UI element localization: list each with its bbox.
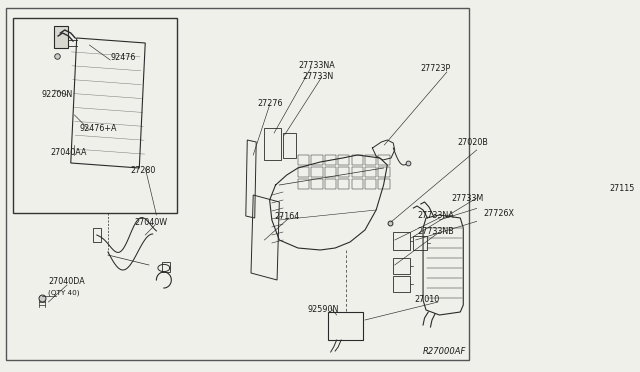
Bar: [338, 179, 349, 189]
Bar: [93, 228, 100, 242]
Bar: [311, 179, 323, 189]
Bar: [351, 167, 363, 177]
Text: 27726X: 27726X: [483, 208, 515, 218]
Bar: [393, 276, 410, 292]
Bar: [328, 312, 364, 340]
Bar: [393, 258, 410, 274]
Bar: [351, 155, 363, 165]
Bar: [54, 26, 68, 48]
Text: 92476: 92476: [110, 52, 136, 61]
Text: 27040AA: 27040AA: [51, 148, 87, 157]
Bar: [324, 167, 336, 177]
Bar: [413, 236, 427, 250]
Bar: [378, 167, 390, 177]
Text: 27040W: 27040W: [134, 218, 167, 227]
Text: 27733M: 27733M: [451, 193, 484, 202]
Text: 27010: 27010: [414, 295, 440, 305]
Bar: [378, 179, 390, 189]
Bar: [338, 167, 349, 177]
Text: 27164: 27164: [274, 212, 300, 221]
Bar: [365, 167, 376, 177]
Text: 27733NA: 27733NA: [298, 61, 335, 70]
Bar: [298, 179, 309, 189]
Bar: [365, 179, 376, 189]
Bar: [298, 155, 309, 165]
Text: 27733NB: 27733NB: [418, 227, 454, 235]
Bar: [298, 167, 309, 177]
Text: 27733NA: 27733NA: [418, 211, 454, 219]
Bar: [393, 232, 410, 250]
Text: 27280: 27280: [131, 166, 156, 174]
Text: 27115: 27115: [609, 183, 635, 192]
Text: 27723P: 27723P: [420, 64, 451, 73]
Bar: [311, 155, 323, 165]
Bar: [365, 155, 376, 165]
Bar: [163, 262, 170, 272]
Bar: [324, 155, 336, 165]
Bar: [338, 155, 349, 165]
Bar: [283, 133, 296, 158]
Text: 27733N: 27733N: [302, 71, 333, 80]
Bar: [378, 155, 390, 165]
Text: (QTY 40): (QTY 40): [49, 290, 80, 296]
Text: 92200N: 92200N: [42, 90, 73, 99]
Text: 92476+A: 92476+A: [80, 124, 117, 132]
Bar: [311, 167, 323, 177]
Bar: [264, 128, 281, 160]
Text: 27040DA: 27040DA: [49, 278, 85, 286]
Text: 27020B: 27020B: [458, 138, 488, 147]
Text: 27276: 27276: [257, 99, 282, 108]
Bar: [351, 179, 363, 189]
Text: R27000AF: R27000AF: [422, 347, 466, 356]
Bar: [324, 179, 336, 189]
Bar: [13, 18, 177, 213]
Text: 92590N: 92590N: [308, 305, 339, 314]
